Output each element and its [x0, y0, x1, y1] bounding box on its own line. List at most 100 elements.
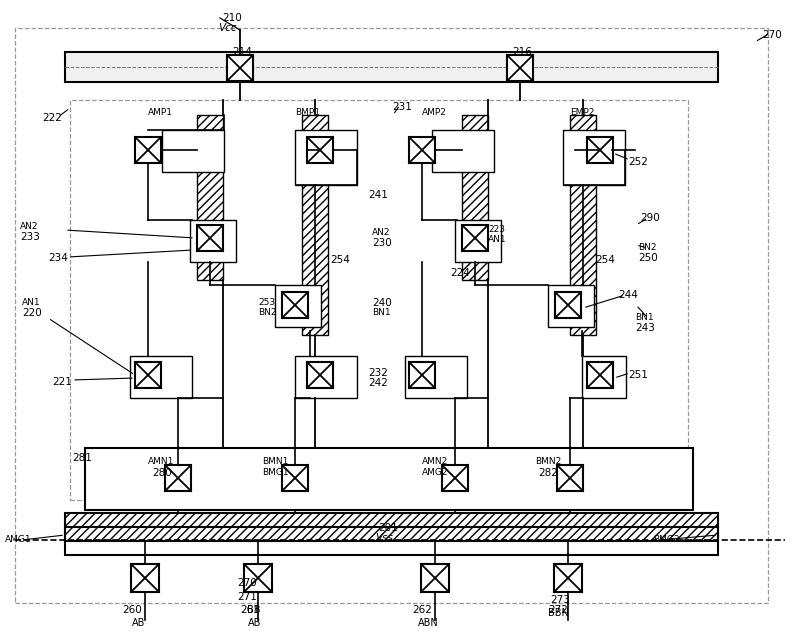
- Text: 270: 270: [762, 30, 782, 40]
- Text: 214: 214: [232, 47, 252, 57]
- Text: BN1: BN1: [372, 308, 390, 317]
- Text: AMP1: AMP1: [148, 108, 173, 117]
- Text: 254: 254: [330, 255, 350, 265]
- Text: AN2: AN2: [20, 222, 38, 231]
- Text: 224: 224: [450, 268, 470, 278]
- Bar: [507, 55, 533, 81]
- Bar: [70, 100, 688, 500]
- Text: BMG2: BMG2: [653, 535, 679, 544]
- Text: 251: 251: [628, 370, 648, 380]
- Text: ABN: ABN: [418, 618, 438, 628]
- Text: 220: 220: [22, 308, 42, 318]
- Text: Vss: Vss: [375, 533, 393, 543]
- Text: BB: BB: [247, 605, 261, 615]
- Bar: [295, 130, 357, 185]
- Text: 242: 242: [368, 378, 388, 388]
- Text: BMN2: BMN2: [535, 457, 562, 466]
- Bar: [409, 137, 435, 163]
- Text: 216: 216: [512, 47, 532, 57]
- Text: EMP2: EMP2: [570, 108, 594, 117]
- Text: 240: 240: [372, 298, 392, 308]
- Bar: [307, 137, 333, 163]
- Text: 210: 210: [222, 13, 242, 23]
- Bar: [462, 115, 488, 280]
- Text: Vcc: Vcc: [218, 23, 237, 33]
- Text: 232: 232: [368, 368, 388, 378]
- Text: 271: 271: [237, 592, 257, 602]
- Bar: [227, 55, 253, 81]
- Text: 290: 290: [640, 213, 660, 223]
- Bar: [282, 465, 308, 491]
- Text: BN2: BN2: [638, 243, 657, 252]
- Bar: [442, 465, 468, 491]
- Bar: [65, 513, 718, 541]
- Text: AB: AB: [248, 618, 262, 628]
- Bar: [432, 130, 494, 172]
- Bar: [65, 52, 718, 82]
- Text: AB: AB: [132, 618, 146, 628]
- Text: 230: 230: [372, 238, 392, 248]
- Text: 234: 234: [48, 253, 68, 263]
- Text: 252: 252: [628, 157, 648, 167]
- Text: 233: 233: [20, 232, 40, 242]
- Text: AMP2: AMP2: [422, 108, 447, 117]
- Text: 261: 261: [240, 605, 260, 615]
- Text: 262: 262: [412, 605, 432, 615]
- Text: BMG1: BMG1: [262, 468, 289, 477]
- Text: AN1: AN1: [488, 235, 506, 244]
- Text: BBN: BBN: [548, 608, 569, 618]
- Text: AN1: AN1: [22, 298, 41, 307]
- Text: BMP1: BMP1: [295, 108, 320, 117]
- Text: 223: 223: [488, 225, 505, 234]
- Text: 254: 254: [595, 255, 615, 265]
- Bar: [563, 130, 625, 185]
- Text: AMG2: AMG2: [422, 468, 449, 477]
- Text: 281: 281: [72, 453, 92, 463]
- Text: AMN1: AMN1: [148, 457, 174, 466]
- Text: BN1: BN1: [635, 313, 654, 322]
- Bar: [275, 285, 321, 327]
- Bar: [582, 356, 626, 398]
- Bar: [307, 362, 333, 388]
- Bar: [557, 465, 583, 491]
- Bar: [462, 225, 488, 251]
- Text: 241: 241: [368, 190, 388, 200]
- Bar: [409, 362, 435, 388]
- Bar: [548, 285, 594, 327]
- Text: 222: 222: [42, 113, 62, 123]
- Bar: [135, 137, 161, 163]
- Bar: [282, 292, 308, 318]
- Bar: [197, 225, 223, 251]
- Bar: [165, 465, 191, 491]
- Text: 282: 282: [538, 468, 558, 478]
- Text: 250: 250: [638, 253, 658, 263]
- Bar: [190, 220, 236, 262]
- Text: 253: 253: [258, 298, 275, 307]
- Bar: [421, 564, 449, 592]
- Bar: [162, 130, 224, 172]
- Bar: [65, 527, 718, 555]
- Text: 270: 270: [237, 578, 257, 588]
- Bar: [65, 513, 718, 541]
- Text: BN2: BN2: [258, 308, 277, 317]
- Bar: [135, 362, 161, 388]
- Text: 273: 273: [550, 595, 570, 605]
- Bar: [554, 564, 582, 592]
- Bar: [131, 564, 159, 592]
- Bar: [455, 220, 501, 262]
- Bar: [587, 362, 613, 388]
- Text: 260: 260: [122, 605, 142, 615]
- Text: AMG1: AMG1: [5, 535, 32, 544]
- Bar: [587, 137, 613, 163]
- Bar: [555, 292, 581, 318]
- Text: 244: 244: [618, 290, 638, 300]
- Text: 201: 201: [378, 523, 398, 533]
- Text: 243: 243: [635, 323, 655, 333]
- Bar: [197, 115, 223, 280]
- Text: 221: 221: [52, 377, 72, 387]
- Text: 272: 272: [548, 605, 568, 615]
- Text: AMN2: AMN2: [422, 457, 448, 466]
- Bar: [85, 448, 693, 510]
- Text: 280: 280: [152, 468, 172, 478]
- Bar: [244, 564, 272, 592]
